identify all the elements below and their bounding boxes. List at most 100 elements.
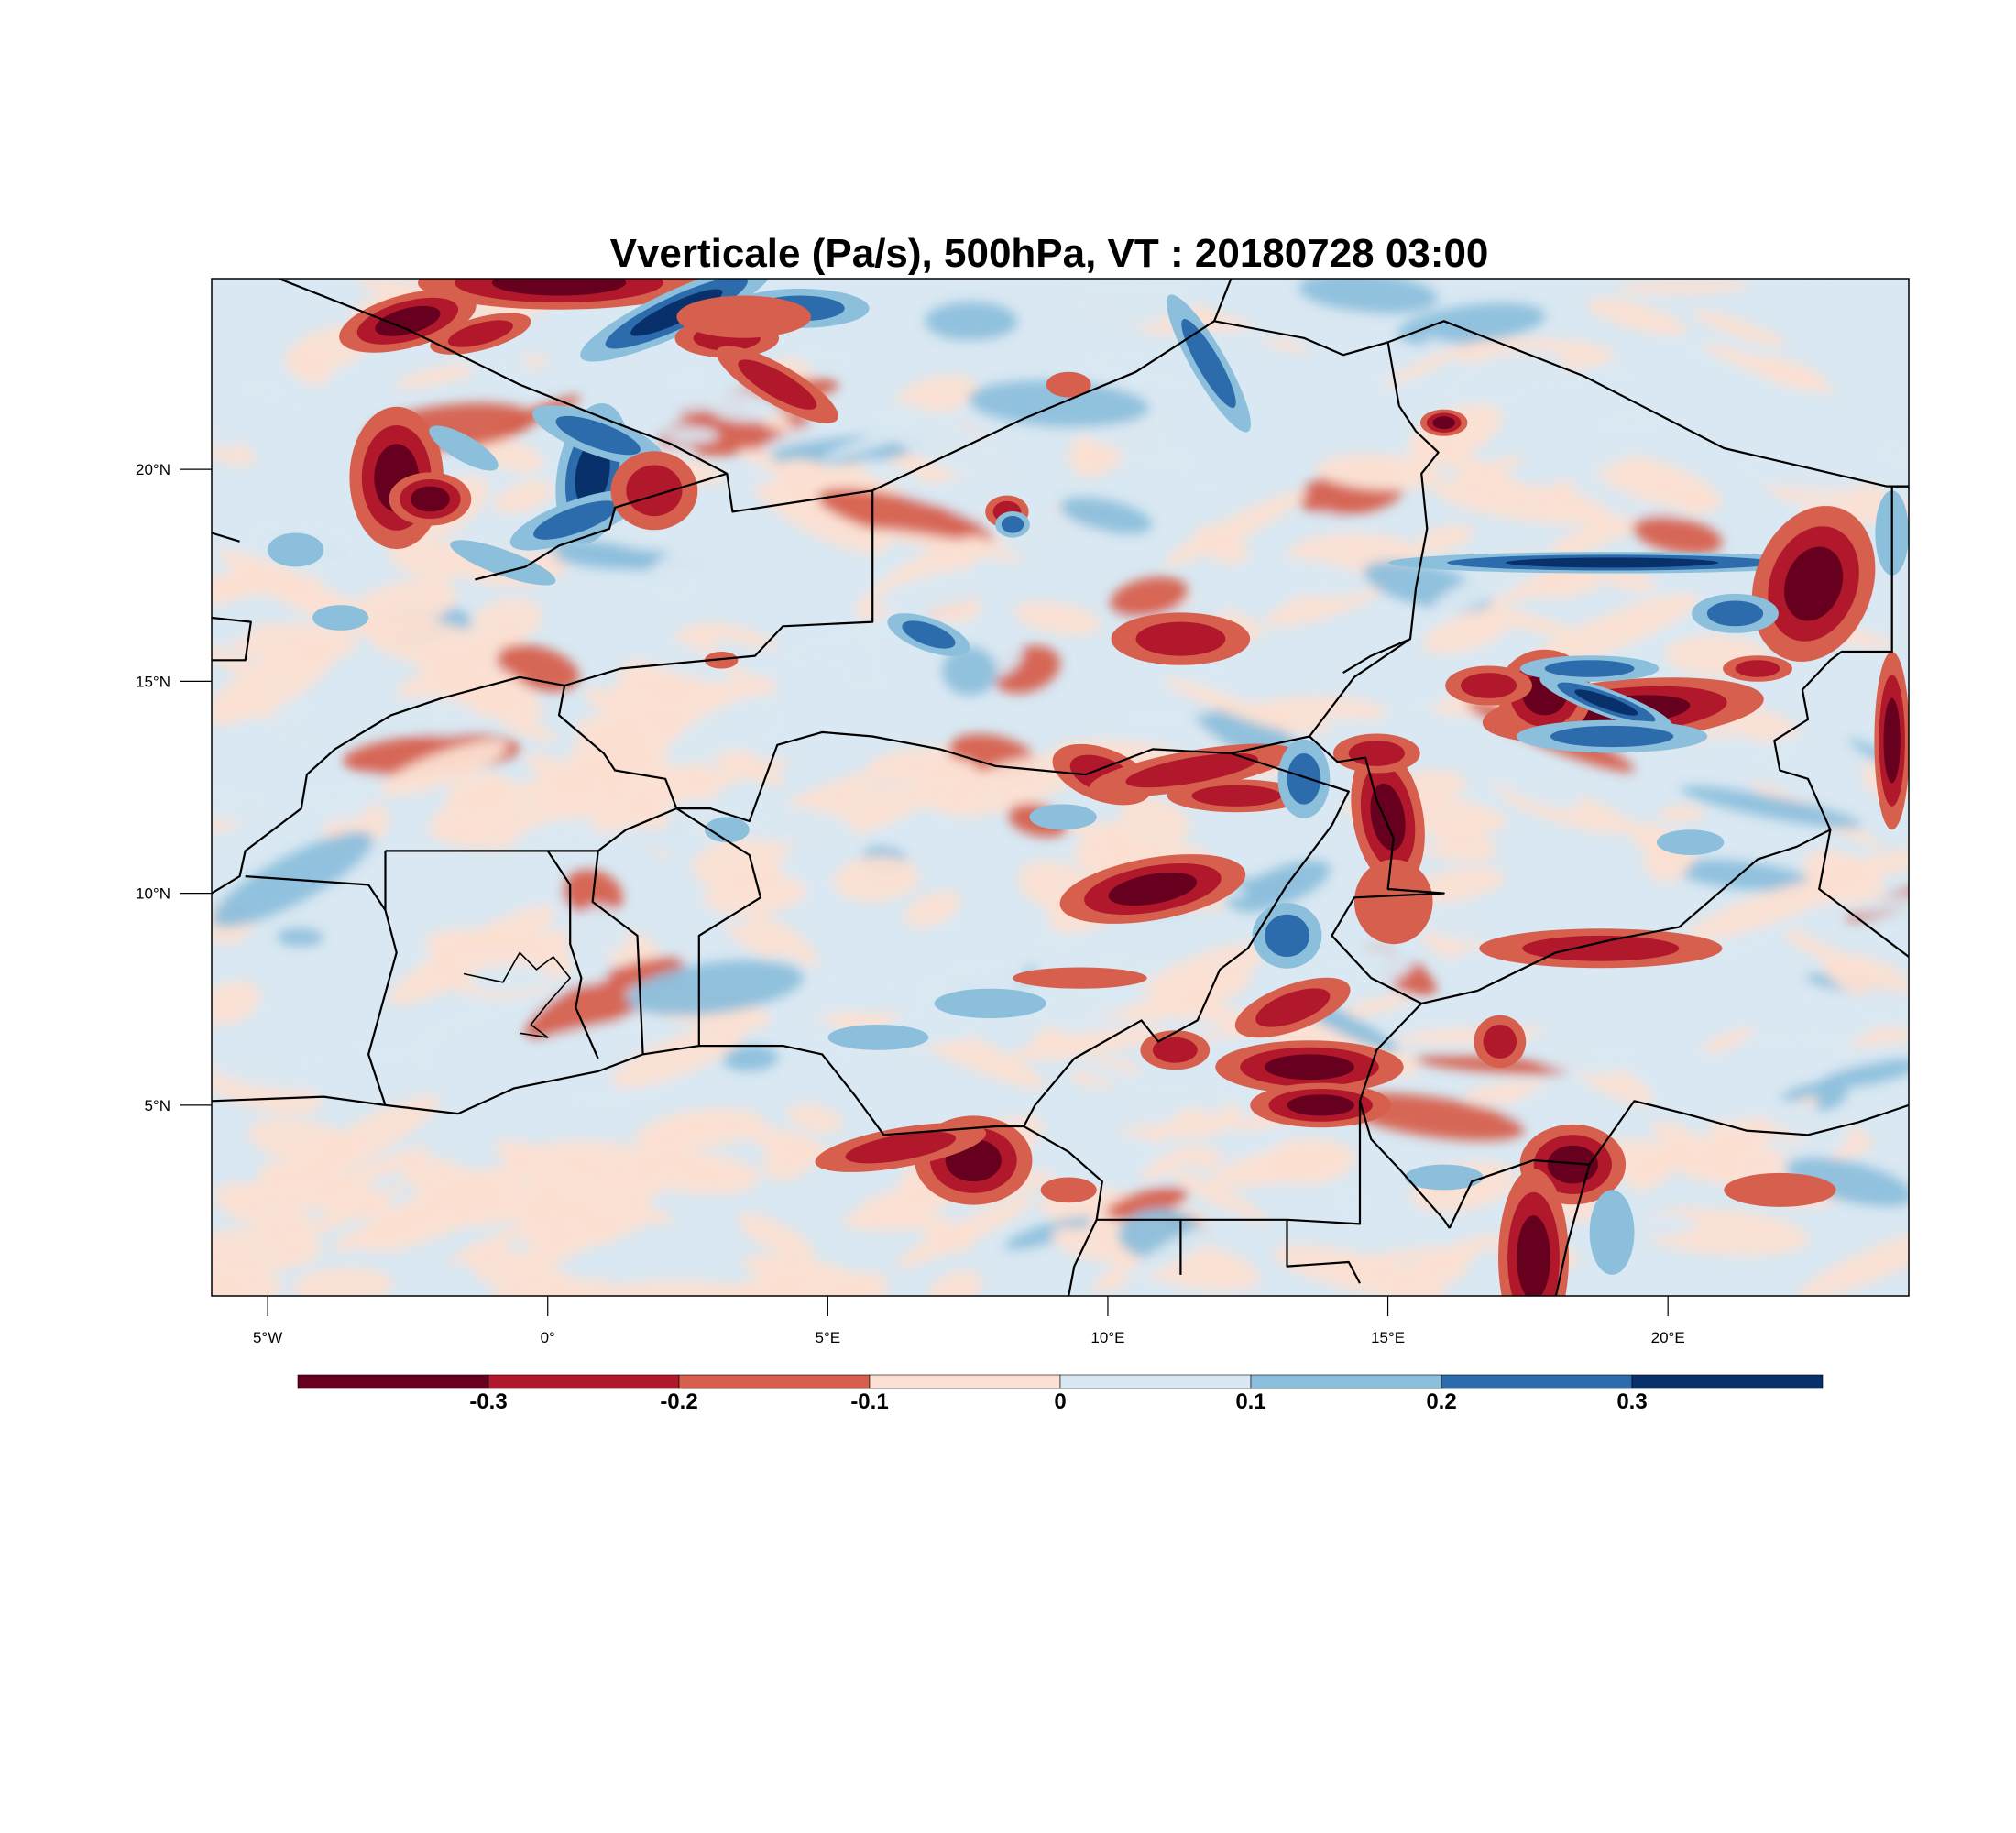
field-feature [1332,733,1420,774]
border-line [1358,1003,1451,1229]
field-feature [532,405,664,466]
field-feature [1167,779,1307,813]
field-feature [509,489,641,551]
field-feature [704,652,739,669]
field-feature [1724,1172,1836,1207]
colorbar-label: 0 [1054,1389,1066,1414]
colorbar-segment [869,1374,1061,1389]
lat-tick-label: 15°N [136,673,170,690]
colorbar-label: 0.1 [1235,1389,1265,1414]
field-feature [815,1123,987,1172]
field-feature [389,472,472,526]
lon-tick-label: 5°W [253,1329,282,1346]
colorbar-label: -0.1 [850,1389,888,1414]
border-line [1342,638,1411,675]
colorbar: -0.3 -0.2 -0.1 0 0.1 0.2 0.3 [297,1374,1824,1414]
colorbar-segment [1250,1374,1442,1389]
field-feature [1479,928,1723,969]
lon-tick-label: 15°E [1371,1329,1405,1346]
field-feature [312,605,369,631]
field-feature [610,451,698,531]
field-feature [887,613,970,656]
lon-tick-label: 20°E [1651,1329,1685,1346]
field-feature [1539,675,1673,730]
colorbar-segment [297,1374,489,1389]
colorbar-segment [488,1374,680,1389]
field-feature [827,1025,929,1050]
field-feature [1404,1164,1484,1191]
field-feature [1013,967,1147,989]
colorbar-label: -0.2 [660,1389,697,1414]
field-feature [1589,1190,1635,1275]
field-feature [995,511,1030,538]
border-line [1309,342,1440,738]
border-line [546,850,599,1059]
border-line [1554,1164,1591,1296]
field-feature [1874,652,1909,830]
border-line [475,472,728,581]
field-feature [1166,294,1252,433]
colorbar-label: -0.3 [469,1389,507,1414]
field-feature [1040,1177,1097,1203]
field-feature [1516,719,1708,753]
field-feature [704,817,750,843]
field-feature [1519,655,1660,682]
lat-tick-label: 20°N [136,461,170,478]
border-line [278,279,873,513]
border-line [1818,829,1909,958]
field-feature [430,313,531,355]
border-line [1309,486,1893,1004]
lat-tick-label: 10°N [136,885,170,903]
lon-tick-label: 0° [541,1329,555,1346]
field-feature [1498,1169,1569,1296]
field-feature [1723,655,1792,682]
field-feature [716,346,838,423]
field-feature [339,289,477,353]
field-feature [1388,552,1835,574]
colorbar-segment [1441,1374,1633,1389]
field-feature [1692,593,1779,633]
field-feature [676,295,811,338]
border-line [871,320,1909,492]
lon-tick-label: 5°E [816,1329,841,1346]
map-title: Vverticale (Pa/s), 500hPa, VT : 20180728… [609,231,1489,276]
lat-tick-label: 5°N [144,1097,170,1114]
border-line [1213,279,1233,322]
field-feature [1140,1030,1211,1070]
field-feature [1234,977,1351,1038]
map-frame [211,278,1910,1297]
field-feature [934,988,1046,1019]
colorbar-segment [678,1374,871,1389]
field-feature [1420,409,1468,436]
field-feature [1046,371,1091,398]
field-feature [1277,739,1331,818]
field-feature [1751,505,1876,663]
field-feature [1474,1015,1527,1069]
colorbar-segment [1631,1374,1824,1389]
colorbar-label: 0.3 [1616,1389,1647,1414]
field-feature [1252,903,1322,969]
field-feature [1059,854,1246,924]
lake-volta [463,951,571,1038]
border-line [212,1045,1103,1296]
field-feature [418,279,700,310]
field-feature [429,425,499,471]
border-line [1286,1219,1361,1284]
map-axes: 5°W 0° 5°E 10°E 15°E 20°E 5°N 10°N 15°N 20°N [136,461,1685,1346]
field-strong-features [268,279,1909,1296]
border-line [591,851,644,1055]
border-line [245,875,398,1106]
field-feature [1250,1082,1392,1128]
colorbar-label: 0.2 [1426,1389,1456,1414]
field-feature [1111,612,1251,665]
border-line [1023,752,1350,1127]
country-borders [212,279,1909,1296]
field-feature [1029,804,1097,830]
border-line [1448,1100,1909,1229]
field-feature [1353,859,1433,945]
colorbar-segment [1059,1374,1252,1389]
field-feature [450,540,556,586]
border-line [212,532,240,543]
lon-tick-label: 10°E [1090,1329,1124,1346]
